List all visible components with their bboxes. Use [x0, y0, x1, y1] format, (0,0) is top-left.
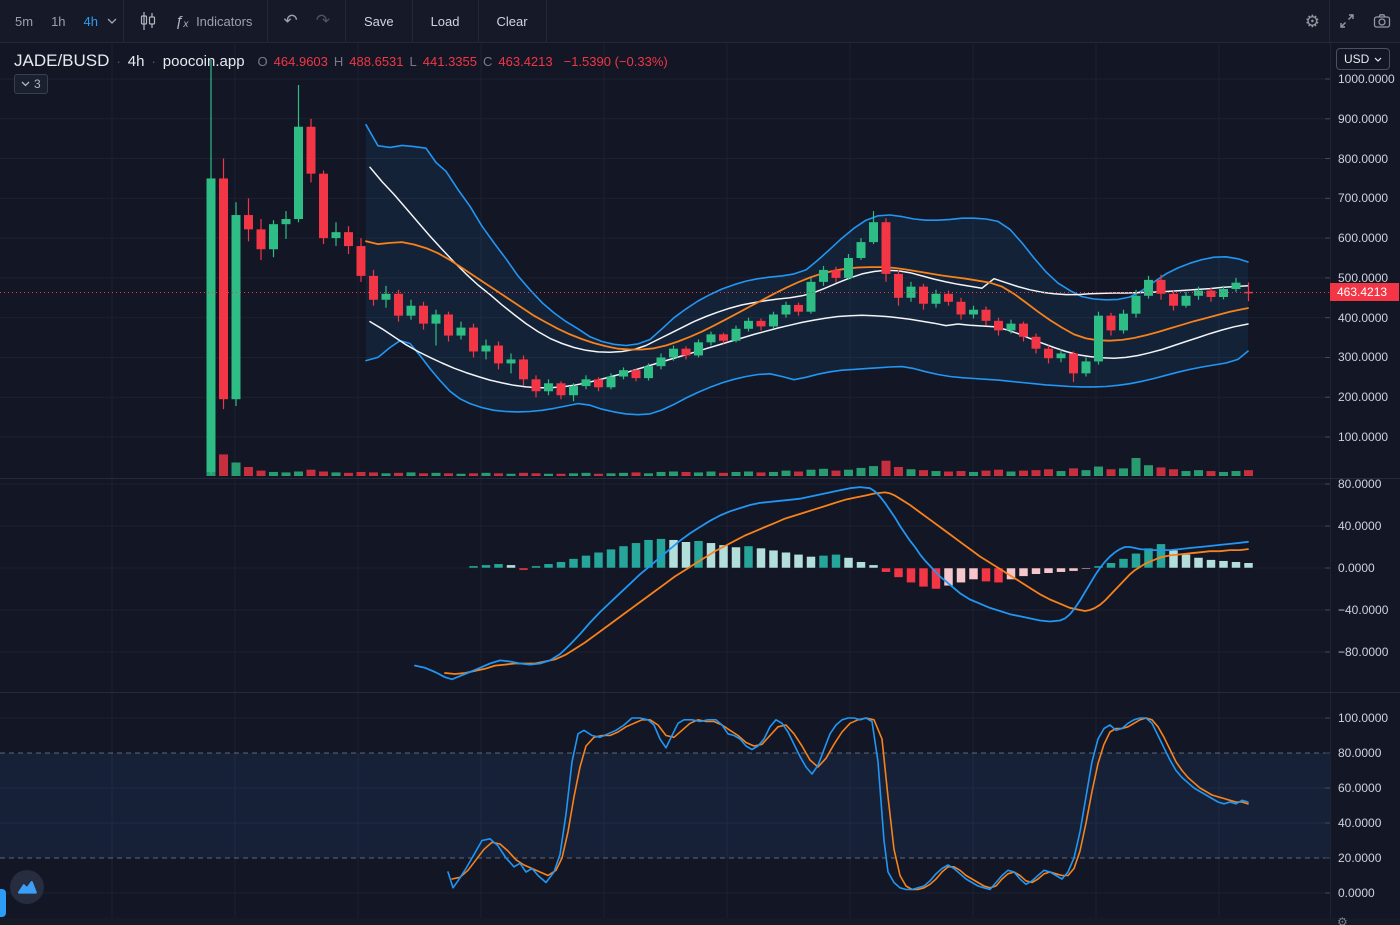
symbol-name: JADE/BUSD	[14, 51, 110, 70]
time-axis-strip[interactable]	[0, 918, 1400, 925]
currency-selector[interactable]: USD	[1336, 48, 1391, 70]
stoch-axis-label: 100.0000	[1338, 711, 1389, 725]
separator-dot: ·	[116, 54, 121, 69]
close-value: 463.4213	[498, 54, 553, 69]
timeframe-1h-button[interactable]: 1h	[42, 0, 74, 42]
symbol-header: JADE/BUSD · 4h · poocoin.app O 464.9603 H…	[14, 51, 668, 71]
toolbar: 5m 1h 4h ƒₓ Indicator	[0, 0, 1400, 43]
chevron-down-icon	[1374, 57, 1382, 62]
price-axis-label: 900.0000	[1338, 111, 1389, 126]
price-axis-label: 1000.0000	[1338, 72, 1395, 86]
settings-button[interactable]: ⚙	[1296, 0, 1329, 42]
price-axis-label: 600.0000	[1338, 231, 1389, 246]
chart-style-button[interactable]	[130, 0, 166, 42]
gear-icon: ⚙	[1304, 11, 1320, 31]
stoch-axis-label: 60.0000	[1338, 781, 1382, 795]
poocoin-logo-button[interactable]	[10, 870, 44, 904]
chart-canvas[interactable]	[0, 43, 1400, 925]
high-value: 488.6531	[349, 54, 404, 69]
close-label: C	[483, 54, 493, 69]
stoch-axis-label: 80.0000	[1338, 746, 1382, 760]
stoch-axis-label: 0.0000	[1338, 886, 1375, 900]
separator-dot: ·	[151, 54, 156, 69]
stoch-axis-label: 20.0000	[1338, 851, 1382, 865]
macd-axis-label: 0.0000	[1338, 561, 1375, 575]
price-axis-label: 800.0000	[1338, 151, 1389, 166]
load-button[interactable]: Load	[413, 0, 478, 42]
redo-button[interactable]: ↷	[307, 0, 339, 42]
price-axis-label: 100.0000	[1338, 430, 1389, 444]
toolbar-separator	[545, 0, 547, 42]
chevron-down-icon	[21, 81, 30, 87]
pane-separator-macd-stoch[interactable]	[0, 692, 1400, 693]
ohlc-values: O 464.9603 H 488.6531 L 441.3355 C 463.4213	[258, 54, 553, 69]
save-button[interactable]: Save	[346, 0, 412, 42]
price-axis-label: 400.0000	[1338, 310, 1389, 325]
price-axis-border	[1330, 43, 1331, 918]
indicators-label: Indicators	[196, 13, 253, 29]
macd-axis-label: −40.0000	[1338, 603, 1389, 617]
toolbar-separator	[344, 0, 346, 42]
last-price-tag: 463.4213	[1330, 283, 1399, 302]
screenshot-button[interactable]	[1364, 0, 1400, 42]
currency-label: USD	[1344, 52, 1370, 66]
fx-icon: ƒₓ	[175, 12, 190, 30]
indicators-count: 3	[34, 77, 41, 91]
price-change: −1.5390 (−0.33%)	[563, 54, 668, 69]
camera-icon	[1373, 13, 1391, 29]
price-axis-label: 200.0000	[1338, 390, 1389, 405]
symbol-source: poocoin.app	[162, 53, 245, 70]
toolbar-separator	[411, 0, 413, 42]
indicators-collapse-button[interactable]: 3	[14, 74, 48, 94]
macd-axis-label: 80.0000	[1338, 477, 1382, 491]
toolbar-separator	[1329, 0, 1330, 42]
timeframe-chevron-down-icon[interactable]	[107, 18, 117, 24]
low-label: L	[409, 54, 417, 69]
candlestick-icon	[139, 11, 157, 31]
stoch-axis-label: 40.0000	[1338, 816, 1382, 830]
price-axis[interactable]: USD 1000.0000 900.0000 800.0000 700.0000 600…	[1330, 43, 1400, 925]
toolbar-separator	[123, 0, 124, 42]
clear-button[interactable]: Clear	[479, 0, 546, 42]
pane-separator-price-macd[interactable]	[0, 478, 1400, 479]
side-panel-tab[interactable]	[0, 889, 6, 917]
timeframe-4h-button[interactable]: 4h	[75, 0, 107, 42]
chart-area: JADE/BUSD · 4h · poocoin.app O 464.9603 H…	[0, 43, 1400, 925]
symbol-timeframe: 4h	[127, 53, 145, 70]
toolbar-separator	[477, 0, 479, 42]
indicators-button[interactable]: ƒₓ Indicators	[166, 0, 261, 42]
timeframe-group: 5m 1h 4h	[0, 0, 123, 42]
fullscreen-button[interactable]	[1330, 0, 1364, 42]
undo-button[interactable]: ↶	[274, 0, 306, 42]
mountain-chart-icon	[17, 881, 37, 894]
price-axis-label: 700.0000	[1338, 191, 1389, 206]
macd-axis-label: 40.0000	[1338, 519, 1382, 533]
price-axis-label: 500.0000	[1338, 270, 1389, 285]
high-label: H	[333, 54, 344, 69]
timeframe-5m-button[interactable]: 5m	[6, 0, 42, 42]
fullscreen-expand-icon	[1339, 13, 1355, 29]
open-value: 464.9603	[273, 54, 328, 69]
time-axis-gear-icon[interactable]: ⚙	[1337, 915, 1348, 925]
price-axis-label: 300.0000	[1338, 350, 1389, 365]
macd-axis-label: −80.0000	[1338, 645, 1389, 659]
toolbar-separator	[267, 0, 269, 42]
open-label: O	[257, 54, 268, 69]
low-value: 441.3355	[422, 54, 477, 69]
